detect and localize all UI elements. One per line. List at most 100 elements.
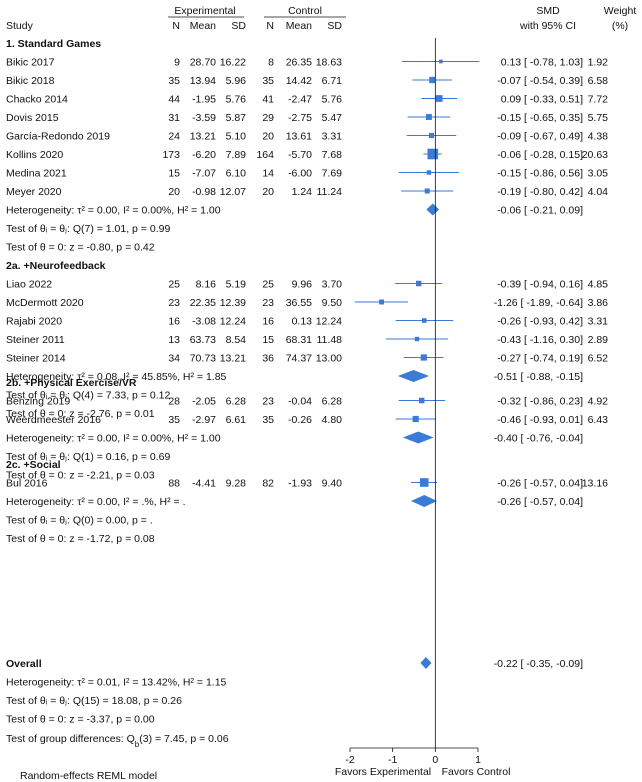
study-sd-control: 11.48	[317, 334, 343, 346]
study-mean-experimental: -4.41	[192, 478, 216, 490]
study-n-experimental: 23	[168, 297, 180, 309]
study-mean-control: -0.04	[288, 396, 312, 408]
study-effect-ci: 0.09 [ -0.33, 0.51]	[501, 94, 583, 106]
study-mean-control: -5.70	[288, 149, 312, 161]
study-weight: 4.85	[588, 279, 609, 291]
study-effect-ci: -0.15 [ -0.86, 0.56]	[497, 168, 583, 180]
study-mean-control: 68.31	[286, 334, 312, 346]
study-sd-control: 3.31	[322, 131, 343, 143]
group-summary-diamond	[426, 203, 440, 216]
study-n-control: 23	[262, 297, 274, 309]
study-sd-experimental: 5.87	[226, 112, 247, 124]
study-n-experimental: 34	[168, 353, 180, 365]
overall-heterogeneity: Heterogeneity: τ² = 0.01, I² = 13.42%, H…	[6, 677, 227, 689]
study-weight: 2.89	[588, 334, 609, 346]
overall-summary-diamond	[420, 657, 432, 669]
study-weight: 13.16	[582, 478, 608, 490]
study-mean-experimental: 13.94	[190, 75, 216, 87]
study-sd-control: 9.40	[322, 478, 343, 490]
study-sd-control: 5.76	[322, 94, 343, 106]
study-sd-experimental: 7.89	[226, 149, 247, 161]
study-n-experimental: 9	[174, 57, 180, 69]
study-name: McDermott 2020	[6, 297, 84, 309]
study-n-control: 164	[256, 149, 274, 161]
study-name: Meyer 2020	[6, 186, 62, 198]
study-n-experimental: 28	[168, 396, 180, 408]
effect-marker	[414, 336, 420, 342]
effect-marker	[421, 318, 427, 323]
study-mean-experimental: -3.59	[192, 112, 216, 124]
study-weight: 3.31	[588, 316, 609, 328]
group-summary-diamond	[402, 431, 434, 444]
study-name: Dovis 2015	[6, 112, 59, 124]
header-weight-unit: (%)	[612, 20, 628, 32]
study-sd-control: 6.28	[322, 396, 343, 408]
overall-title: Overall	[6, 658, 42, 670]
study-weight: 3.05	[588, 168, 609, 180]
study-n-control: 20	[262, 131, 274, 143]
effect-marker	[418, 397, 425, 404]
header-mean-experimental: Mean	[190, 20, 216, 32]
study-weight: 6.52	[588, 353, 609, 365]
study-n-experimental: 13	[168, 334, 180, 346]
group-homogeneity-test: Test of θᵢ = θⱼ: Q(1) = 0.16, p = 0.69	[6, 451, 170, 463]
group-title: 1. Standard Games	[6, 38, 101, 50]
study-effect-ci: -0.39 [ -0.94, 0.16]	[497, 279, 583, 291]
study-sd-experimental: 6.28	[226, 396, 247, 408]
study-mean-experimental: 63.73	[190, 334, 216, 346]
study-mean-experimental: 13.21	[190, 131, 216, 143]
effect-marker	[428, 132, 435, 139]
header-sd-control: SD	[327, 20, 342, 32]
group-z-test: Test of θ = 0: z = -1.72, p = 0.08	[6, 533, 155, 545]
study-weight: 6.43	[588, 414, 609, 426]
study-mean-control: -6.00	[288, 168, 312, 180]
study-name: Weerdmeester 2016	[6, 414, 101, 426]
header-n-control: N	[266, 20, 274, 32]
effect-marker	[425, 114, 432, 120]
footer-model-note: Random-effects REML model	[20, 770, 157, 782]
study-mean-control: 26.35	[286, 57, 312, 69]
study-sd-control: 11.24	[317, 186, 343, 198]
study-name: Bul 2016	[6, 478, 48, 490]
study-n-control: 15	[262, 334, 274, 346]
study-n-experimental: 88	[168, 478, 180, 490]
study-mean-experimental: -1.95	[192, 94, 216, 106]
study-n-control: 23	[262, 396, 274, 408]
study-mean-experimental: -6.20	[192, 149, 216, 161]
study-sd-control: 12.24	[316, 316, 342, 328]
x-tick-label: 0	[432, 754, 438, 766]
study-effect-ci: -0.27 [ -0.74, 0.19]	[497, 353, 583, 365]
study-n-control: 25	[262, 279, 274, 291]
study-n-control: 41	[262, 94, 274, 106]
group-heterogeneity: Heterogeneity: τ² = 0.08, I² = 45.85%, H…	[6, 371, 227, 383]
header-experimental: Experimental	[174, 5, 235, 17]
study-mean-control: 74.37	[286, 353, 312, 365]
study-weight: 4.04	[588, 186, 609, 198]
study-sd-experimental: 12.24	[220, 316, 246, 328]
study-n-experimental: 173	[162, 149, 180, 161]
group-z-test: Test of θ = 0: z = -0.80, p = 0.42	[6, 242, 155, 254]
group-heterogeneity: Heterogeneity: τ² = 0.00, I² = 0.00%, H²…	[6, 205, 221, 217]
header-study: Study	[6, 20, 34, 32]
study-name: Steiner 2011	[6, 334, 65, 346]
group-title: 2b. +Physical Exercise/VR	[6, 377, 137, 389]
study-name: Steiner 2014	[6, 353, 66, 365]
study-n-experimental: 16	[168, 316, 180, 328]
study-sd-control: 7.68	[322, 149, 343, 161]
study-sd-experimental: 8.54	[226, 334, 247, 346]
study-effect-ci: 0.13 [ -0.78, 1.03]	[501, 57, 583, 69]
study-sd-experimental: 5.19	[226, 279, 247, 291]
study-name: Kollins 2020	[6, 149, 63, 161]
study-name: Rajabi 2020	[6, 316, 62, 328]
study-sd-control: 3.70	[322, 279, 343, 291]
study-n-control: 16	[262, 316, 274, 328]
group-summary-ci: -0.51 [ -0.88, -0.15]	[494, 371, 583, 383]
group-summary-diamond	[411, 495, 438, 507]
group-title: 2c. +Social	[6, 459, 61, 471]
study-weight: 20.63	[582, 149, 608, 161]
study-name: Bikic 2017	[6, 57, 55, 69]
study-mean-control: 14.42	[286, 75, 312, 87]
study-n-experimental: 15	[168, 168, 180, 180]
study-effect-ci: -0.15 [ -0.65, 0.35]	[497, 112, 583, 124]
